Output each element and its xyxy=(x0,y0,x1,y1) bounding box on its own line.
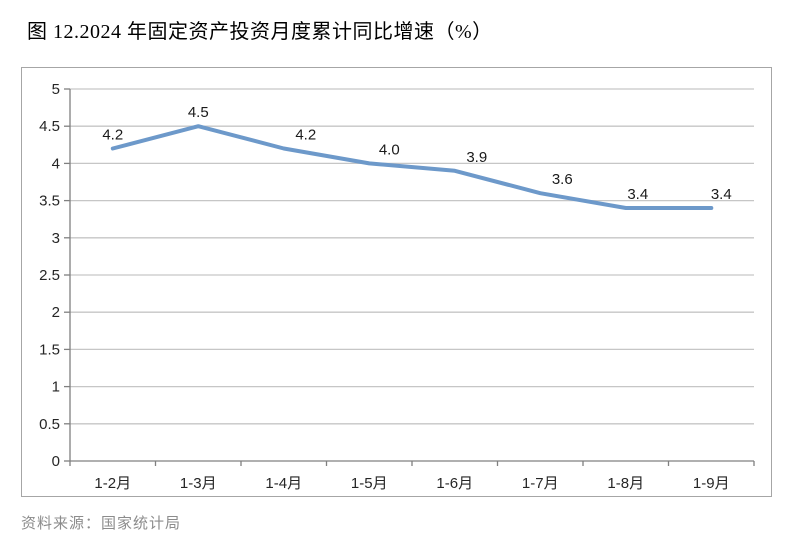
line-chart: 0 0.5 1 1.5 2 2.5 3 3.5 4 4.5 5 1-2月 1-3月 1-4月 1-5月 1-6… xyxy=(39,81,755,492)
y-tick-label: 3.5 xyxy=(39,193,60,210)
y-tick-label: 0.5 xyxy=(39,416,60,433)
chart-frame: 0 0.5 1 1.5 2 2.5 3 3.5 4 4.5 5 1-2月 1-3月 1-4月 1-5月 1-6… xyxy=(21,67,772,497)
x-tick-label: 1-9月 xyxy=(693,475,730,492)
y-tick-label: 5 xyxy=(52,81,60,98)
x-tick-label: 1-3月 xyxy=(180,475,217,492)
data-point-label: 4.5 xyxy=(188,104,209,121)
x-tick-label: 1-2月 xyxy=(94,475,131,492)
x-tick-label: 1-8月 xyxy=(607,475,644,492)
x-tick-label: 1-6月 xyxy=(436,475,473,492)
data-point-label: 4.2 xyxy=(102,127,123,144)
data-point-label: 3.4 xyxy=(711,186,732,203)
y-tick-label: 4 xyxy=(52,155,60,172)
y-tick-label: 2.5 xyxy=(39,267,60,284)
y-tick-label: 0 xyxy=(52,453,60,470)
x-tick-label: 1-4月 xyxy=(265,475,302,492)
figure-title: 图 12.2024 年固定资产投资月度累计同比增速（%） xyxy=(27,21,493,43)
y-tick-label: 4.5 xyxy=(39,118,60,135)
x-tick-label: 1-5月 xyxy=(351,475,388,492)
data-line xyxy=(110,124,714,210)
y-tick-label: 1 xyxy=(52,379,60,396)
y-tick-label: 2 xyxy=(52,304,60,321)
y-tick-label: 3 xyxy=(52,230,60,247)
data-point-label: 4.0 xyxy=(379,141,400,158)
data-point-label: 3.4 xyxy=(627,186,648,203)
source-note: 资料来源：国家统计局 xyxy=(21,516,182,532)
data-point-label: 3.9 xyxy=(466,149,487,166)
data-point-label: 3.6 xyxy=(552,171,573,188)
x-tick-label: 1-7月 xyxy=(522,475,559,492)
data-point-label: 4.2 xyxy=(295,127,316,144)
y-tick-label: 1.5 xyxy=(39,341,60,358)
